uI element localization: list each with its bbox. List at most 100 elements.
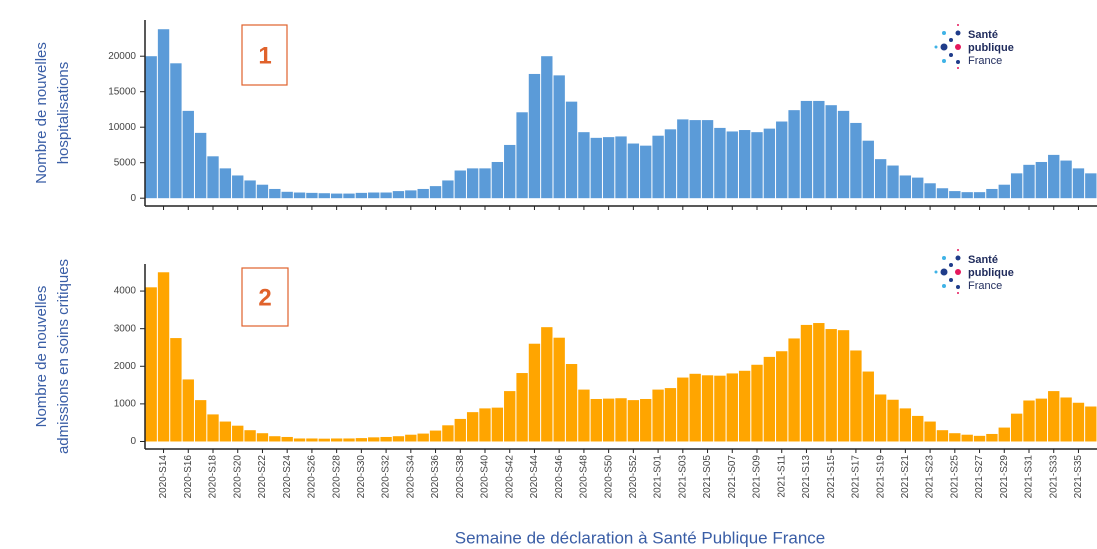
bar (590, 398, 602, 442)
bar (528, 343, 541, 442)
bar (1010, 413, 1023, 442)
bar (874, 394, 887, 442)
bar (330, 193, 343, 199)
bar (256, 433, 269, 442)
x-tick-label: 2020-S38 (455, 455, 466, 499)
x-tick-label: 2021-S21 (900, 455, 911, 499)
x-tick-label: 2021-S01 (653, 455, 664, 499)
x-tick-label: 2021-S27 (974, 455, 985, 499)
y-axis-title: Nombre de nouvelles (33, 286, 50, 428)
bar (615, 136, 627, 199)
x-tick-label: 2020-S26 (307, 455, 318, 499)
bar (862, 140, 874, 199)
bar (949, 191, 961, 199)
bar (541, 327, 553, 442)
y-tick-label: 5000 (114, 157, 137, 168)
bar (813, 100, 825, 199)
bar (961, 434, 973, 442)
bar (825, 105, 837, 199)
bar (912, 177, 924, 199)
bar (837, 110, 850, 199)
bar (442, 425, 454, 442)
bar (701, 375, 714, 442)
bar (714, 375, 726, 442)
x-tick-label: 2021-S15 (826, 455, 837, 499)
bar (504, 144, 516, 199)
bar (627, 143, 640, 199)
bar (1048, 391, 1060, 442)
bar (380, 436, 392, 442)
bar (565, 364, 578, 442)
y-tick-label: 20000 (108, 51, 136, 62)
bar (380, 192, 392, 199)
bar (689, 373, 701, 442)
logo-text: publique (968, 267, 1014, 279)
x-tick-label: 2020-S32 (381, 455, 392, 499)
logo-dots (934, 24, 961, 294)
bar (541, 56, 553, 199)
bar (491, 161, 504, 199)
bar (664, 129, 677, 199)
bar (763, 356, 776, 442)
bar (157, 29, 170, 199)
bar (368, 437, 380, 442)
logo-text: France (968, 280, 1002, 292)
bar (800, 100, 813, 199)
bar (998, 427, 1010, 442)
x-tick-label: 2020-S50 (603, 455, 614, 499)
x-tick-label: 2021-S09 (752, 455, 763, 499)
bar (318, 438, 330, 442)
bar (306, 438, 318, 442)
bar (726, 131, 738, 199)
bar (627, 400, 640, 442)
bar (232, 425, 244, 442)
bar (318, 193, 330, 199)
bar (293, 438, 306, 442)
bar (516, 112, 528, 199)
annotation: 2 (258, 284, 271, 311)
bar (269, 436, 281, 442)
bar (936, 430, 949, 442)
bar (330, 438, 343, 442)
x-tick-label: 2020-S42 (504, 455, 515, 499)
bar (887, 399, 899, 442)
y-tick-label: 4000 (114, 286, 137, 297)
bar (924, 421, 936, 442)
bar (602, 398, 615, 442)
bar (986, 433, 998, 442)
x-tick-label: 2021-S11 (776, 455, 787, 498)
bar (1048, 154, 1060, 199)
bar (850, 122, 862, 199)
y-tick-label: 0 (130, 193, 136, 204)
y-axis-title: admissions en soins critiques (55, 259, 72, 454)
bar (170, 63, 182, 199)
bar (1060, 397, 1072, 442)
x-tick-label: 2020-S52 (628, 455, 639, 499)
bar (405, 434, 417, 442)
bar (578, 132, 590, 199)
x-tick-label: 2021-S03 (677, 455, 688, 499)
bar (726, 373, 738, 442)
bar (194, 132, 207, 199)
y-axis-title: Nombre de nouvelles (33, 42, 50, 184)
bar (701, 120, 714, 199)
bar (714, 127, 726, 199)
bar (652, 389, 664, 442)
bar (813, 323, 825, 442)
logo-text: Santé (968, 254, 998, 266)
x-tick-label: 2021-S19 (875, 455, 886, 499)
bar (194, 400, 207, 442)
bar (763, 128, 776, 199)
bar (442, 180, 454, 199)
bar (553, 337, 565, 442)
y-tick-label: 1000 (114, 399, 137, 410)
bar (207, 414, 219, 442)
bar (751, 364, 763, 442)
y-tick-label: 15000 (108, 86, 136, 97)
bar (565, 101, 578, 199)
bar (973, 192, 986, 199)
x-axis-title: Semaine de déclaration à Santé Publique … (455, 528, 825, 547)
bar (244, 430, 256, 442)
bar (615, 398, 627, 442)
bar (293, 192, 306, 199)
